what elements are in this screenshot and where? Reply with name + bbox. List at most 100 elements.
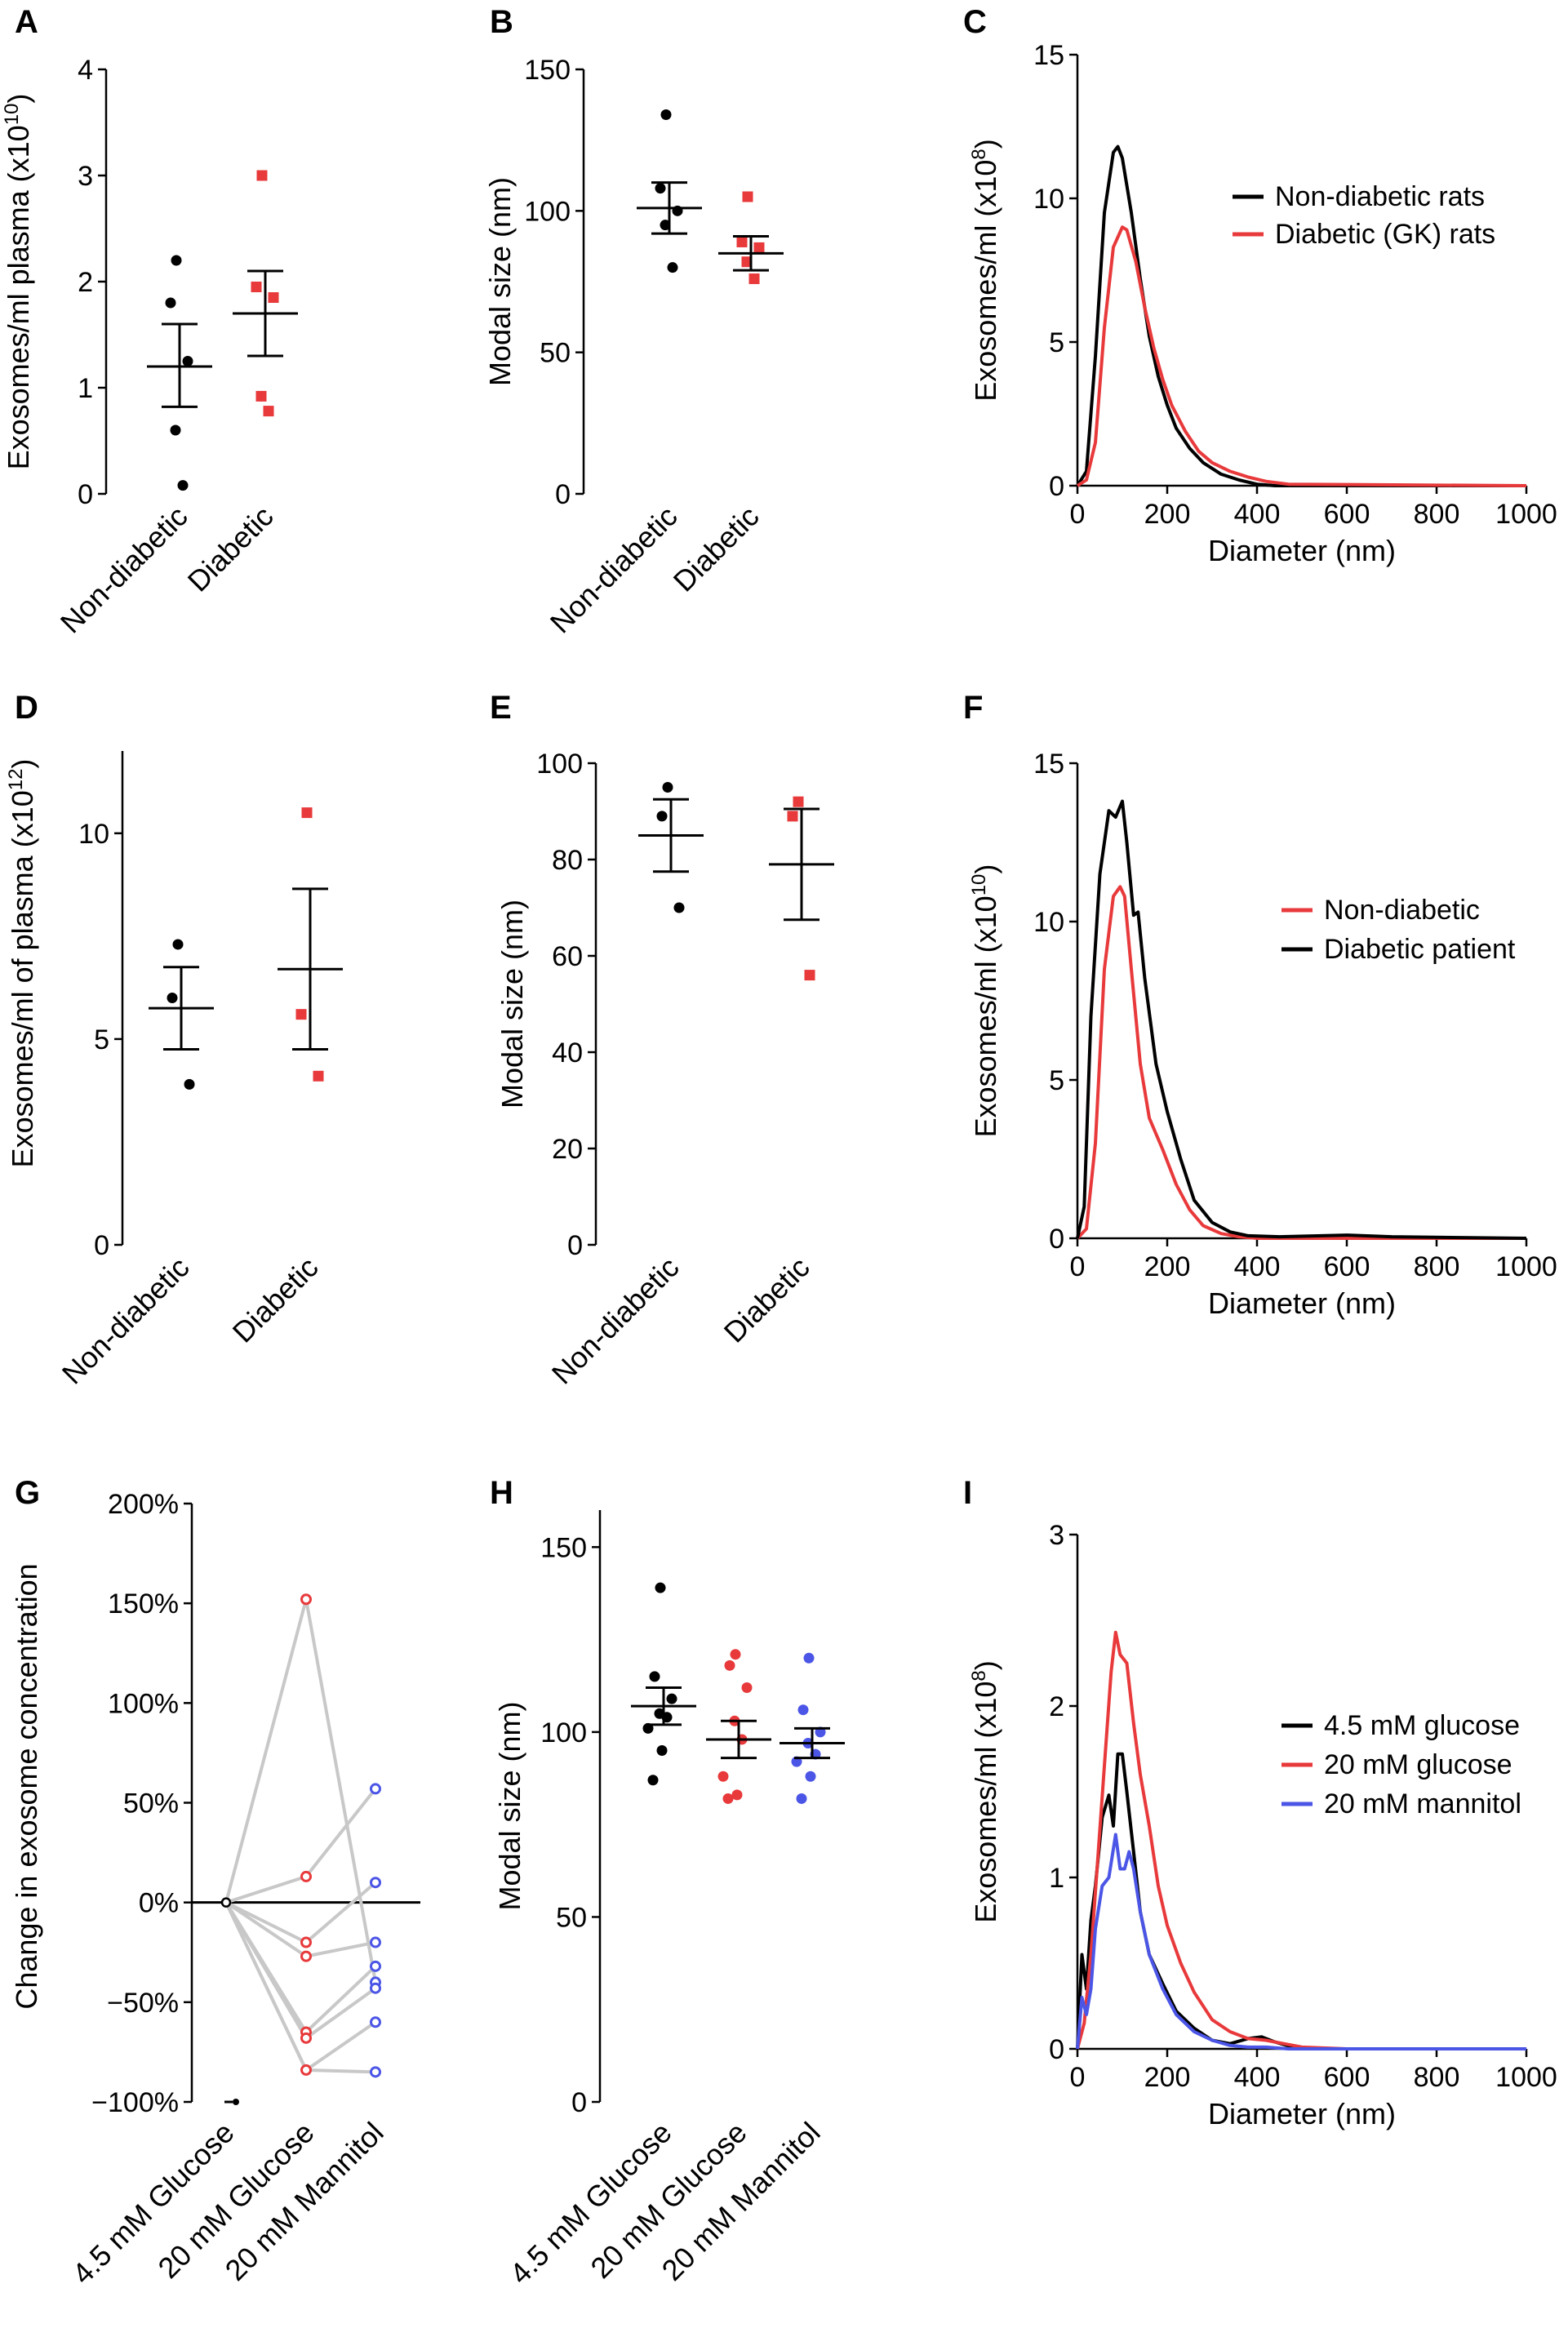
y-tick-label: 40 [552, 1037, 583, 1069]
data-point [666, 1693, 677, 1704]
panel-g: −100% −50% 0% 50% 100% 150% 200% Change in exos… [10, 1489, 420, 2290]
data-point [233, 2099, 239, 2105]
y-tick-label: 50% [123, 1788, 179, 1819]
x-axis-label: Diameter (nm) [1208, 1286, 1396, 1320]
y-axis-label: Exosomes/ml (x108) [968, 139, 1003, 401]
data-point [797, 1704, 809, 1716]
data-point [171, 255, 182, 266]
y-axis-label: Modal size (nm) [495, 900, 529, 1109]
y-axis-label: Change in exosome concentration [10, 1563, 43, 2009]
data-point [370, 1960, 381, 1972]
paired-line [224, 1598, 377, 1983]
series-line [1076, 225, 1527, 487]
paired-line [224, 1901, 377, 2041]
data-point [370, 1783, 381, 1795]
data-point [165, 297, 176, 309]
y-tick-label: 10 [1033, 907, 1064, 938]
data-point [796, 1793, 807, 1804]
y-tick-label: 100 [536, 749, 583, 780]
y-tick-label: 0 [567, 1230, 583, 1261]
y-axis-label: Exosomes/ml (x108) [968, 1660, 1003, 1922]
y-tick-label: 100% [108, 1688, 179, 1719]
category-label: Non-diabetic [56, 1251, 196, 1391]
category-label: Diabetic [717, 1251, 816, 1349]
series-line [1076, 1630, 1526, 2050]
data-point [370, 2066, 381, 2078]
x-tick-label: 800 [1414, 1251, 1460, 1282]
y-tick-label: 80 [552, 845, 583, 876]
y-tick-label: 5 [94, 1024, 109, 1055]
y-tick-label: 1 [78, 373, 93, 404]
x-axis-label: Diameter (nm) [1208, 534, 1396, 567]
y-tick-label: 50 [556, 1902, 587, 1933]
x-tick-label: 400 [1234, 2062, 1281, 2093]
paired-line [225, 1788, 377, 1904]
series-line [1076, 1833, 1526, 2050]
data-point-square [313, 1070, 324, 1082]
data-point-square [741, 256, 753, 268]
data-point [649, 1671, 660, 1682]
data-point [673, 902, 685, 913]
series-line [1076, 144, 1526, 487]
data-point [647, 1775, 659, 1786]
x-tick-label: 400 [1234, 499, 1281, 530]
data-point [655, 1582, 666, 1593]
category-label: Diabetic [181, 500, 280, 598]
data-point-square [251, 282, 262, 292]
data-point-square [263, 406, 274, 417]
data-point [656, 1745, 668, 1757]
y-tick-label: 2 [1049, 1691, 1064, 1722]
data-point [220, 1897, 232, 1908]
series-line [1076, 885, 1526, 1240]
legend-label: Non-diabetic [1324, 895, 1480, 926]
data-point [805, 1771, 816, 1782]
y-tick-label: 0 [555, 479, 571, 510]
y-tick-label: 0 [94, 1230, 109, 1261]
panel-c: 0 5 10 15 0 200 400 600 800 1000 Diameter (nm) Exos… [968, 40, 1557, 567]
panel-e: 0 20 40 60 80 100 Modal size (nm) Non-diabetic D… [495, 749, 834, 1391]
data-point [184, 1078, 195, 1090]
data-point-square [268, 292, 279, 303]
data-point [370, 1982, 381, 1994]
data-point-square [753, 242, 765, 253]
x-tick-label: 600 [1324, 499, 1370, 530]
y-axis-label: Modal size (nm) [483, 177, 517, 386]
panel-label-g: G [15, 1475, 40, 1511]
y-axis-label: Exosomes/ml plasma (x1010) [1, 94, 36, 470]
data-point [300, 1593, 312, 1606]
y-tick-label: 50 [540, 338, 571, 369]
data-point [741, 1682, 753, 1693]
legend-label: Diabetic patient [1324, 934, 1516, 965]
legend-label: Non-diabetic rats [1275, 181, 1485, 212]
y-tick-label: 0 [1049, 2034, 1064, 2065]
y-tick-label: 0 [1049, 471, 1064, 502]
y-tick-label: 3 [1049, 1520, 1064, 1551]
y-tick-label: 200% [108, 1489, 179, 1520]
x-tick-label: 800 [1414, 499, 1460, 530]
x-tick-label: 600 [1324, 1251, 1370, 1282]
data-point [730, 1649, 741, 1660]
x-tick-label: 400 [1234, 1251, 1281, 1282]
y-tick-label: −100% [91, 2087, 179, 2118]
panel-label-d: D [15, 690, 38, 726]
legend-label: Diabetic (GK) rats [1275, 219, 1495, 250]
data-point [722, 1793, 734, 1804]
data-point-square [787, 811, 798, 822]
paired-line [225, 1881, 377, 1944]
data-point [662, 782, 673, 793]
category-label: Diabetic [226, 1251, 325, 1349]
data-point [660, 109, 672, 120]
x-tick-label: 1000 [1495, 499, 1557, 530]
y-tick-label: 150 [540, 1532, 587, 1563]
x-axis-label: Diameter (nm) [1208, 2097, 1396, 2130]
data-point [177, 480, 189, 491]
data-point-square [295, 1009, 307, 1020]
category-label: Non-diabetic [54, 500, 194, 640]
panel-b: 0 50 100 150 Modal size (nm) Non-diabeticDiab… [483, 55, 784, 640]
data-point [300, 2032, 312, 2044]
y-tick-label: 1 [1049, 1863, 1064, 1894]
data-point [300, 1870, 312, 1882]
data-point [300, 1936, 312, 1948]
category-label: Diabetic [667, 500, 766, 598]
